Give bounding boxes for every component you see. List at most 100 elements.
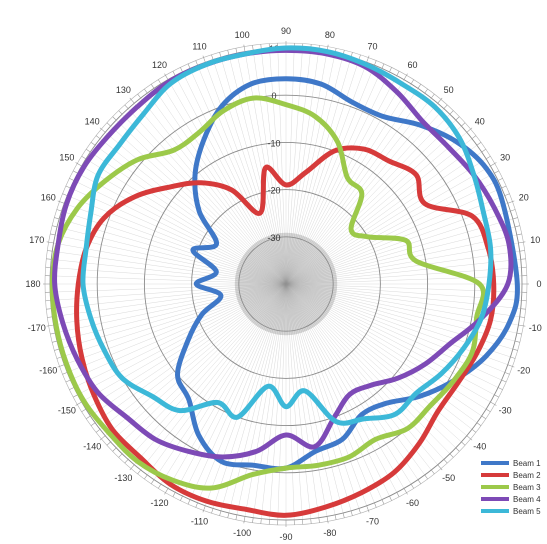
outer-tick [510, 356, 516, 359]
grid-spoke [99, 283, 287, 430]
grid-spoke [70, 187, 287, 285]
outer-tick [403, 73, 408, 80]
outer-tick [334, 514, 337, 520]
angle-tick-label: -80 [323, 528, 336, 538]
grid-ring [143, 141, 429, 427]
angle-tick-label: -120 [150, 498, 168, 508]
outer-tick [243, 44, 246, 52]
grid-spoke [140, 283, 287, 471]
angle-tick-label: -110 [191, 517, 208, 527]
outer-tick [490, 162, 497, 167]
outer-tick [54, 348, 60, 351]
grid-spoke [134, 283, 287, 465]
angle-tick-label: -160 [39, 366, 57, 376]
outer-tick [54, 217, 60, 220]
grid-spoke [285, 65, 375, 285]
grid-spoke [285, 283, 367, 506]
outer-tick [481, 148, 486, 153]
grid-spoke [51, 259, 287, 285]
outer-tick [512, 348, 518, 351]
outer-tick [219, 52, 222, 58]
series-line-beam-5 [80, 45, 494, 426]
outer-tick [69, 387, 75, 390]
grid-spoke [285, 180, 499, 285]
grid-spoke [105, 283, 287, 436]
outer-tick [389, 67, 392, 73]
outer-tick [516, 332, 522, 335]
angle-tick-labels: 90 80706050403020100-10-20-30-40-50-60-70… [25, 26, 541, 542]
angle-tick-label: -10 [529, 323, 542, 333]
outer-tick [520, 308, 526, 310]
grid-spoke [147, 283, 287, 476]
grid-spoke [285, 50, 319, 285]
angle-tick-label: -50 [442, 473, 455, 483]
grid-spoke [285, 259, 521, 285]
grid-spoke [285, 92, 425, 285]
outer-tick [443, 459, 448, 464]
legend-label: Beam 2 [513, 471, 541, 480]
grid-spoke [90, 283, 287, 417]
grid-spoke [182, 283, 287, 497]
angle-tick-label: 180 [25, 279, 40, 289]
grid-spoke [285, 283, 319, 518]
angle-tick-label: -130 [114, 473, 132, 483]
grid-spoke [116, 119, 287, 285]
angle-tick-label: -140 [83, 442, 101, 452]
outer-tick [485, 156, 491, 160]
outer-tick [497, 178, 503, 181]
outer-tick [227, 512, 230, 518]
outer-tick [144, 88, 148, 94]
angle-tick-label: 90 [281, 26, 291, 36]
grid-spoke [285, 49, 311, 285]
grid-spoke [50, 275, 287, 285]
radial-tick-label: -30 [267, 233, 280, 243]
grid-spoke [285, 138, 473, 285]
outer-tick [518, 241, 526, 244]
outer-tick [158, 483, 162, 489]
outer-tick [507, 200, 515, 204]
grid-spoke [285, 226, 516, 285]
grid-spoke [64, 203, 287, 285]
grid-spoke [77, 173, 287, 285]
grid-spoke [285, 48, 295, 285]
grid-spoke [81, 283, 287, 403]
angle-tick-label: 160 [41, 193, 56, 203]
grid-spoke [67, 195, 287, 285]
grid-spoke [236, 53, 287, 285]
outer-tick [342, 512, 345, 518]
outer-tick [252, 45, 254, 51]
outer-tick [69, 178, 75, 181]
outer-tick [86, 415, 91, 420]
outer-tick [518, 324, 526, 327]
legend[interactable]: Beam 1 Beam 2 Beam 3 Beam 4 Beam 5 [481, 459, 541, 516]
grid-spoke [285, 145, 478, 285]
grid-spoke [85, 158, 287, 285]
outer-tick [443, 104, 448, 109]
grid-spoke [285, 151, 482, 285]
angle-tick-label: 70 [367, 41, 377, 51]
grid-spoke [285, 275, 522, 285]
outer-tick [381, 63, 385, 69]
angle-tick-label: 120 [152, 60, 167, 70]
grid-spoke [167, 79, 287, 285]
angle-tick-label: -170 [28, 323, 46, 333]
outer-tick [520, 258, 526, 260]
outer-tick [417, 84, 422, 89]
outer-tick [449, 110, 454, 115]
grid-spoke [175, 283, 287, 493]
outer-tick [461, 441, 466, 446]
grid-spoke [121, 114, 287, 285]
grid-spoke [50, 283, 287, 301]
outer-tick [75, 162, 82, 167]
outer-tick [471, 135, 477, 139]
outer-tick [424, 474, 428, 480]
outer-tick [243, 516, 246, 524]
grid-spoke [197, 283, 287, 503]
grid-spoke [116, 283, 287, 449]
outer-tick [227, 50, 230, 56]
outer-tick [350, 510, 353, 516]
grid-spoke [285, 51, 328, 285]
outer-tick [374, 60, 377, 66]
grid-spoke [189, 68, 287, 285]
angle-tick-label: 40 [475, 116, 485, 126]
